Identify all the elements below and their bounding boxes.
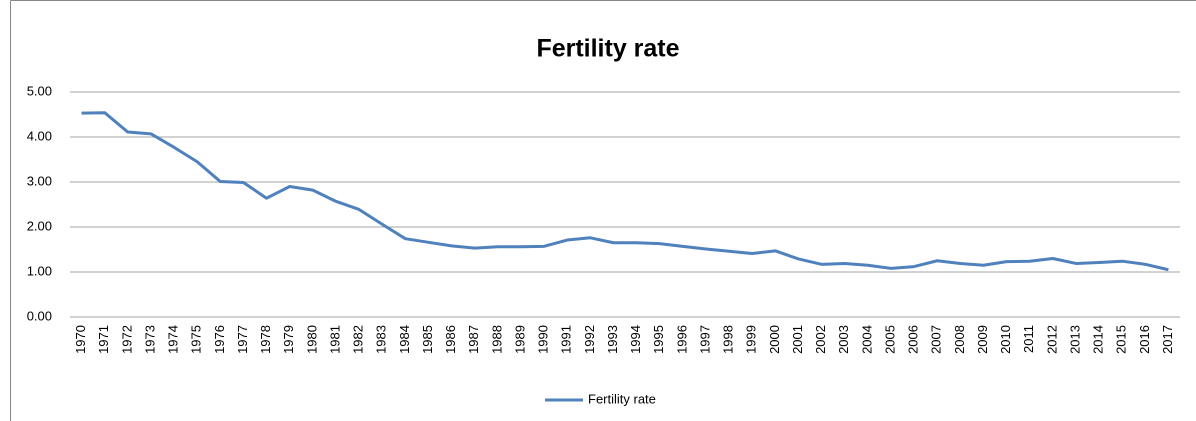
chart-title: Fertility rate [536,35,679,63]
x-tick-label: 1989 [512,325,527,354]
x-tick-label: 1982 [351,325,366,354]
x-tick-label: 2017 [1160,325,1175,354]
x-tick-label: 2013 [1067,325,1082,354]
x-tick-label: 1984 [397,325,412,354]
x-tick-label: 1999 [744,325,759,354]
x-tick-label: 1998 [721,325,736,354]
x-tick-label: 2016 [1137,325,1152,354]
y-tick-label: 5.00 [27,83,52,98]
x-tick-label: 1986 [443,325,458,354]
x-tick-label: 1983 [374,325,389,354]
x-tick-label: 1973 [142,325,157,354]
x-tick-label: 1990 [536,325,551,354]
y-tick-label: 2.00 [27,218,52,233]
x-tick-label: 1979 [281,325,296,354]
x-tick-label: 2015 [1114,325,1129,354]
x-tick-label: 1994 [628,325,643,354]
x-tick-label: 1991 [559,325,574,354]
x-tick-label: 1981 [327,325,342,354]
x-tick-label: 2007 [929,325,944,354]
x-tick-label: 2003 [836,325,851,354]
x-tick-label: 1995 [651,325,666,354]
x-tick-label: 1972 [119,325,134,354]
x-tick-label: 2000 [767,325,782,354]
x-tick-label: 2002 [813,325,828,354]
x-tick-label: 2004 [859,325,874,354]
x-tick-label: 2005 [882,325,897,354]
x-tick-label: 2011 [1021,325,1036,353]
x-tick-label: 1975 [189,325,204,354]
x-tick-label: 1974 [166,325,181,354]
x-tick-label: 1977 [235,325,250,354]
x-tick-label: 2008 [952,325,967,354]
x-tick-label: 1992 [582,325,597,354]
y-tick-label: 4.00 [27,128,52,143]
y-tick-label: 3.00 [27,173,52,188]
y-tick-label: 1.00 [27,263,52,278]
x-tick-label: 2001 [790,325,805,354]
data-line [81,111,1169,272]
x-tick-label: 1987 [466,325,481,354]
x-tick-label: 1971 [96,325,111,354]
x-tick-label: 1997 [697,325,712,354]
x-tick-label: 2010 [998,325,1013,354]
x-tick-label: 2014 [1091,325,1106,354]
x-tick-label: 2009 [975,325,990,354]
x-tick-label: 1970 [73,325,88,354]
x-tick-label: 1976 [212,325,227,354]
x-tick-label: 2006 [906,325,921,354]
legend-label: Fertility rate [588,391,656,406]
x-tick-label: 2012 [1044,325,1059,354]
y-tick-label: 0.00 [27,308,52,323]
x-tick-label: 1988 [489,325,504,354]
x-tick-label: 1993 [605,325,620,354]
x-tick-label: 1996 [674,325,689,354]
x-tick-label: 1978 [258,325,273,354]
x-tick-label: 1980 [304,325,319,354]
x-tick-label: 1985 [420,325,435,354]
